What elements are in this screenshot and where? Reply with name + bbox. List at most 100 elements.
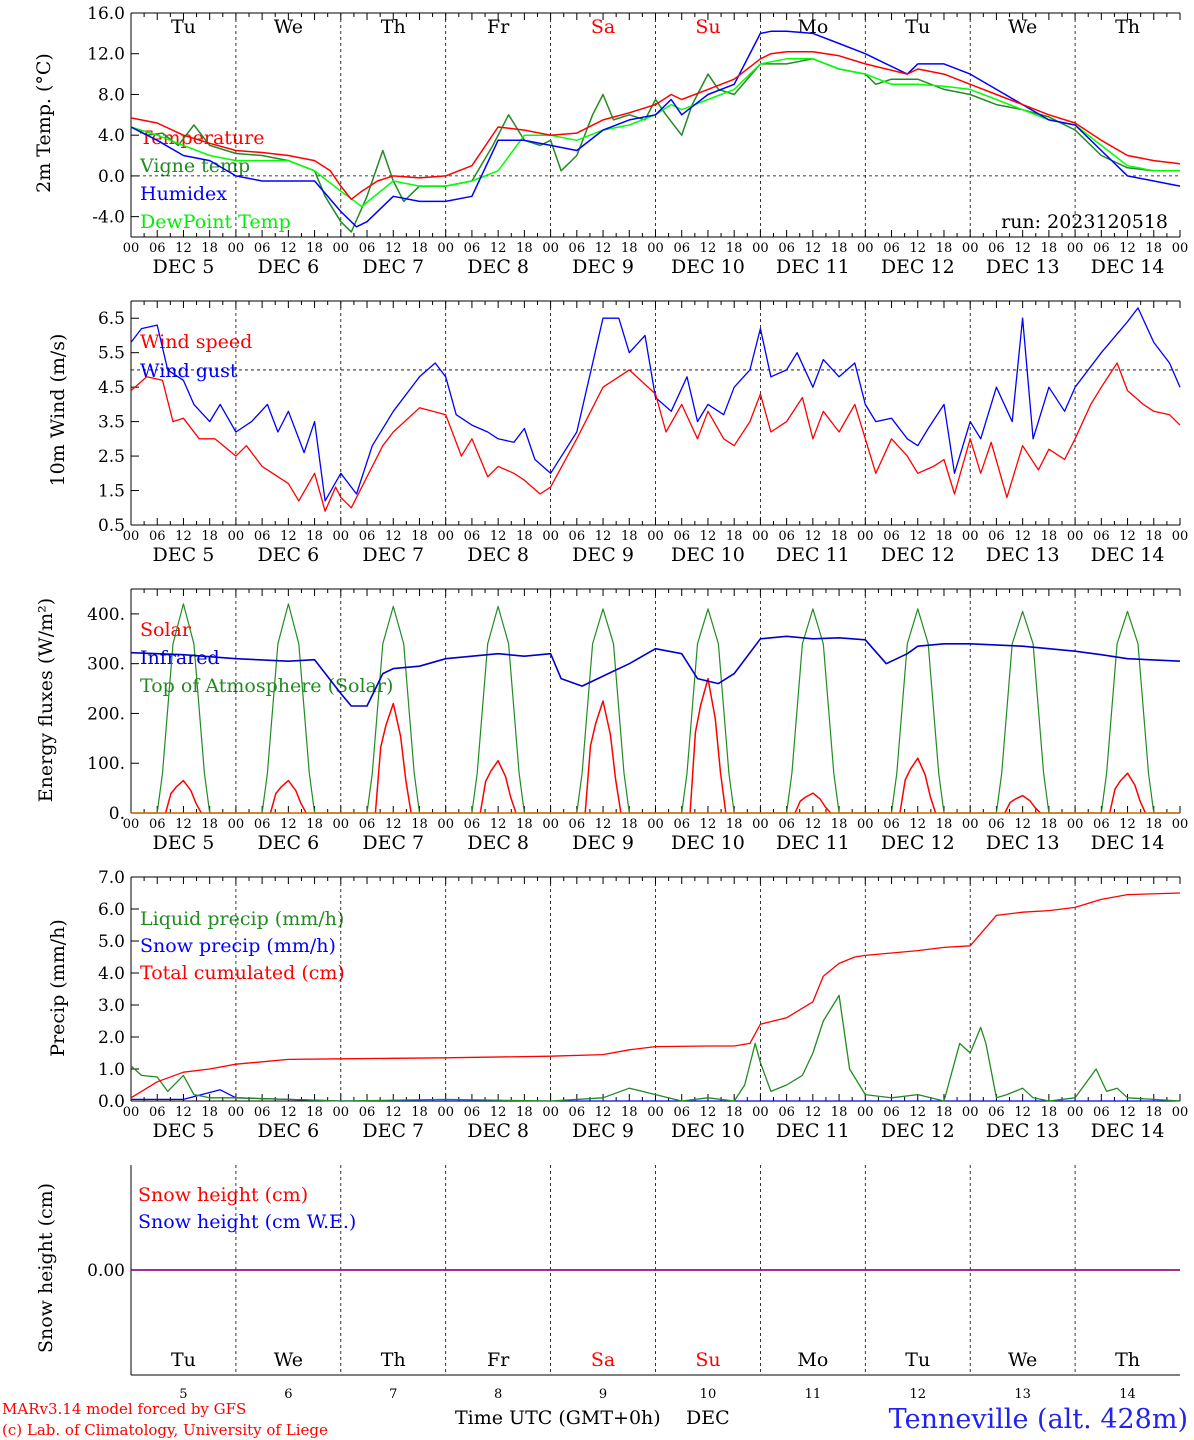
- hour-tick-label: 00: [1172, 529, 1189, 544]
- date-label: DEC 8: [467, 256, 529, 278]
- date-label: DEC 11: [776, 832, 850, 854]
- hour-tick-label: 12: [490, 241, 507, 256]
- wind-series-line: [130, 362, 1181, 512]
- y-tick-label: 2.5: [98, 447, 125, 467]
- hour-tick-label: 18: [621, 241, 638, 256]
- footer-location: Tenneville (alt. 428m): [889, 1404, 1188, 1435]
- hour-tick-label: 12: [280, 529, 297, 544]
- run-label: run: 2023120518: [1001, 211, 1168, 233]
- date-label: DEC 12: [881, 544, 955, 566]
- date-label: DEC 10: [671, 256, 745, 278]
- day-number-label: 11: [805, 1387, 822, 1402]
- date-label: DEC 9: [572, 1120, 634, 1142]
- hour-tick-label: 00: [857, 529, 874, 544]
- day-name-label: Fr: [487, 16, 510, 38]
- hour-tick-label: 12: [490, 1105, 507, 1120]
- solar-day-curve: [374, 702, 412, 814]
- date-label: DEC 8: [467, 544, 529, 566]
- hour-tick-label: 00: [752, 241, 769, 256]
- day-name-label: We: [1008, 1349, 1037, 1371]
- hour-tick-label: 18: [516, 241, 533, 256]
- day-name-label: We: [274, 1349, 303, 1371]
- solar-day-curve: [164, 779, 202, 814]
- hour-tick-label: 00: [333, 529, 350, 544]
- hour-tick-label: 18: [831, 529, 848, 544]
- hour-tick-label: 12: [595, 1105, 612, 1120]
- hour-tick-label: 00: [542, 241, 559, 256]
- hour-tick-label: 00: [228, 529, 245, 544]
- date-label: DEC 8: [467, 832, 529, 854]
- hour-tick-label: 06: [883, 529, 900, 544]
- legend-toa-solar: Top of Atmosphere (Solar): [140, 675, 393, 697]
- date-label: DEC 11: [776, 544, 850, 566]
- solar-day-curve: [479, 759, 517, 814]
- hour-tick-label: 06: [988, 529, 1005, 544]
- hour-tick-label: 06: [673, 1105, 690, 1120]
- hour-tick-label: 12: [1014, 1105, 1031, 1120]
- hour-tick-label: 06: [1093, 241, 1110, 256]
- footer-month: DEC: [686, 1407, 730, 1429]
- y-tick-label: 0.: [109, 804, 125, 824]
- hour-tick-label: 18: [411, 817, 428, 832]
- solar-day-curve: [1108, 772, 1147, 814]
- hour-tick-label: 00: [647, 1105, 664, 1120]
- y-tick-label: 6.0: [98, 900, 125, 920]
- hour-tick-label: 00: [1172, 241, 1189, 256]
- y-tick-label: 3.0: [98, 996, 125, 1016]
- hour-tick-label: 12: [1119, 529, 1136, 544]
- energy-panel: Energy fluxes (W/m²) Solar Infrared Top …: [35, 588, 1188, 854]
- hour-tick-label: 06: [883, 817, 900, 832]
- toa-solar-day-curve: [1075, 610, 1180, 814]
- legend-temperature: Temperature: [140, 127, 264, 149]
- date-label: DEC 10: [671, 544, 745, 566]
- hour-tick-label: 12: [385, 1105, 402, 1120]
- hour-tick-label: 06: [464, 529, 481, 544]
- date-label: DEC 13: [986, 256, 1060, 278]
- hour-tick-label: 06: [359, 241, 376, 256]
- legend-total-cumulated: Total cumulated (cm): [140, 962, 345, 984]
- hour-tick-label: 00: [542, 1105, 559, 1120]
- day-name-label: Th: [1115, 16, 1140, 38]
- hour-tick-label: 18: [201, 817, 218, 832]
- hour-tick-label: 12: [805, 1105, 822, 1120]
- toa-solar-day-curve: [970, 610, 1076, 814]
- hour-tick-label: 06: [988, 1105, 1005, 1120]
- hour-tick-label: 12: [805, 817, 822, 832]
- hour-tick-label: 06: [464, 1105, 481, 1120]
- wind-ylabel: 10m Wind (m/s): [47, 334, 69, 487]
- toa-solar-day-curve: [760, 608, 866, 814]
- date-label: DEC 12: [881, 832, 955, 854]
- temp-series-line: [130, 50, 1181, 201]
- hour-tick-label: 00: [1172, 1105, 1189, 1120]
- hour-tick-label: 06: [254, 817, 271, 832]
- hour-tick-label: 00: [857, 241, 874, 256]
- hour-tick-label: 00: [437, 817, 454, 832]
- hour-tick-label: 00: [542, 817, 559, 832]
- toa-solar-day-curve: [550, 608, 656, 814]
- hour-tick-label: 06: [359, 817, 376, 832]
- hour-tick-label: 06: [569, 817, 586, 832]
- hour-tick-label: 18: [1146, 1105, 1163, 1120]
- y-tick-label: 6.5: [98, 309, 125, 329]
- day-number-label: 7: [389, 1387, 397, 1402]
- hour-tick-label: 06: [778, 529, 795, 544]
- hour-tick-label: 00: [228, 817, 245, 832]
- hour-tick-label: 18: [726, 529, 743, 544]
- hour-tick-label: 00: [123, 529, 140, 544]
- legend-wind-gust: Wind gust: [140, 360, 238, 382]
- date-label: DEC 14: [1091, 1120, 1165, 1142]
- day-name-label: Sa: [591, 16, 615, 38]
- y-tick-label: 1.0: [98, 1060, 125, 1080]
- hour-tick-label: 00: [1067, 529, 1084, 544]
- hour-tick-label: 18: [516, 529, 533, 544]
- hour-tick-label: 00: [1067, 241, 1084, 256]
- hour-tick-label: 18: [621, 817, 638, 832]
- hour-tick-label: 12: [909, 241, 926, 256]
- hour-tick-label: 06: [569, 529, 586, 544]
- wind-series-line: [130, 307, 1181, 502]
- day-name-label: Mo: [797, 16, 828, 38]
- hour-tick-label: 18: [621, 529, 638, 544]
- date-label: DEC 5: [153, 832, 215, 854]
- hour-tick-label: 12: [909, 817, 926, 832]
